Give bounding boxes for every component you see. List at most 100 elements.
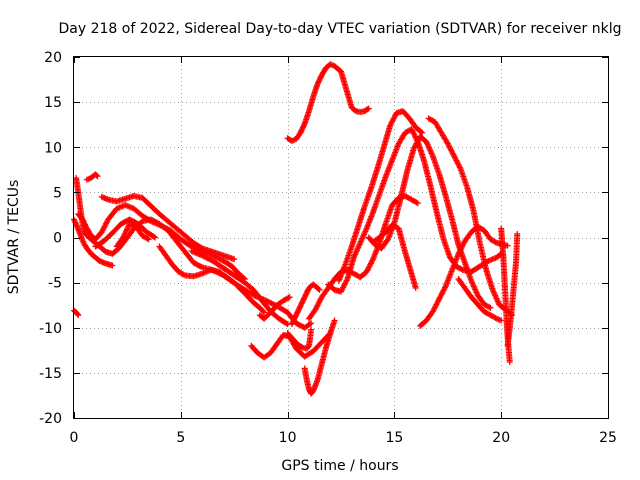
series-track-08 — [113, 220, 152, 250]
data-point — [486, 304, 493, 311]
data-point — [231, 256, 238, 263]
series-track-13 — [284, 326, 315, 352]
plot-frame — [73, 56, 609, 419]
y-axis-label: SDTVAR / TECUs — [6, 180, 22, 295]
data-point — [414, 200, 421, 207]
data-point — [123, 226, 130, 233]
data-point — [283, 320, 290, 327]
data-point — [413, 199, 420, 206]
data-point — [506, 359, 513, 366]
series-track-10 — [188, 248, 291, 328]
x-tick-label: 10 — [279, 430, 297, 446]
series-track-02 — [71, 216, 116, 269]
series-track-09 — [156, 243, 315, 331]
data-point — [412, 285, 419, 292]
data-point — [286, 294, 293, 301]
data-point — [308, 320, 315, 327]
y-tick-label: -20 — [39, 411, 62, 427]
y-tick-label: 5 — [53, 185, 62, 201]
data-point — [197, 263, 204, 270]
x-tick-label: 5 — [176, 430, 185, 446]
data-point — [316, 286, 323, 293]
x-tick-label: 15 — [385, 430, 403, 446]
data-point — [122, 229, 129, 236]
series-track-25 — [455, 276, 505, 324]
data-point — [150, 233, 157, 240]
series-track-05 — [75, 202, 248, 283]
series-track-23 — [417, 223, 511, 329]
data-point — [458, 266, 465, 273]
axis-ticks — [74, 57, 609, 419]
data-point — [124, 225, 131, 232]
data-point — [261, 309, 268, 316]
data-point — [74, 311, 81, 318]
data-point — [159, 223, 166, 230]
data-point — [365, 105, 372, 112]
data-point — [109, 262, 116, 269]
data-point — [268, 300, 275, 307]
series-track-06 — [98, 192, 238, 263]
y-tick-label: 0 — [53, 231, 62, 247]
data-point — [207, 256, 214, 263]
data-point — [200, 253, 207, 260]
data-point — [285, 294, 292, 301]
data-point — [120, 233, 127, 240]
data-point — [201, 253, 208, 260]
data-point — [144, 235, 151, 242]
data-point — [204, 255, 211, 262]
data-point — [301, 122, 308, 129]
x-tick-label: 0 — [70, 430, 79, 446]
data-point — [269, 301, 276, 308]
data-point — [156, 221, 163, 228]
data-point — [94, 173, 101, 180]
data-point — [265, 299, 272, 306]
data-point — [180, 271, 187, 278]
data-point — [123, 227, 130, 234]
data-point — [163, 225, 170, 232]
data-point — [164, 225, 171, 232]
chart-title: Day 218 of 2022, Sidereal Day-to-day VTE… — [59, 21, 622, 37]
data-point — [121, 231, 128, 238]
x-axis-label: GPS time / hours — [281, 458, 398, 474]
data-point — [120, 234, 127, 241]
data-point — [161, 224, 168, 231]
x-tick-label: 25 — [599, 430, 617, 446]
data-point — [267, 299, 274, 306]
y-tick-label: -5 — [48, 276, 62, 292]
series-track-01 — [71, 307, 82, 319]
series-track-22 — [370, 221, 419, 292]
data-point — [315, 285, 322, 292]
series-track-16 — [297, 61, 372, 136]
data-point — [418, 128, 425, 135]
series-track-20 — [335, 108, 426, 284]
data-series — [71, 61, 521, 397]
data-point — [504, 242, 511, 249]
data-point — [75, 312, 82, 319]
data-point — [364, 106, 371, 113]
data-point — [203, 254, 210, 261]
series-track-14 — [288, 281, 323, 328]
data-point — [260, 308, 267, 315]
data-point — [145, 236, 152, 243]
data-point — [308, 326, 315, 333]
series-track-04 — [83, 171, 101, 183]
data-point — [498, 317, 505, 324]
data-point — [514, 230, 521, 237]
data-point — [157, 222, 164, 229]
series-track-07 — [92, 216, 159, 250]
data-point — [487, 304, 494, 311]
y-tick-label: -15 — [39, 366, 62, 382]
x-tick-label: 20 — [492, 430, 510, 446]
data-point — [306, 321, 313, 328]
series-track-12 — [256, 294, 293, 322]
series-track-17 — [301, 317, 338, 397]
series-track-27 — [504, 230, 521, 349]
data-point — [199, 252, 206, 259]
data-point — [331, 317, 338, 324]
y-tick-label: 20 — [44, 50, 62, 66]
x-tick-labels: 0 5 10 15 20 25 — [70, 430, 617, 446]
data-point — [419, 129, 426, 136]
data-point — [205, 255, 212, 262]
y-tick-label: -10 — [39, 321, 62, 337]
